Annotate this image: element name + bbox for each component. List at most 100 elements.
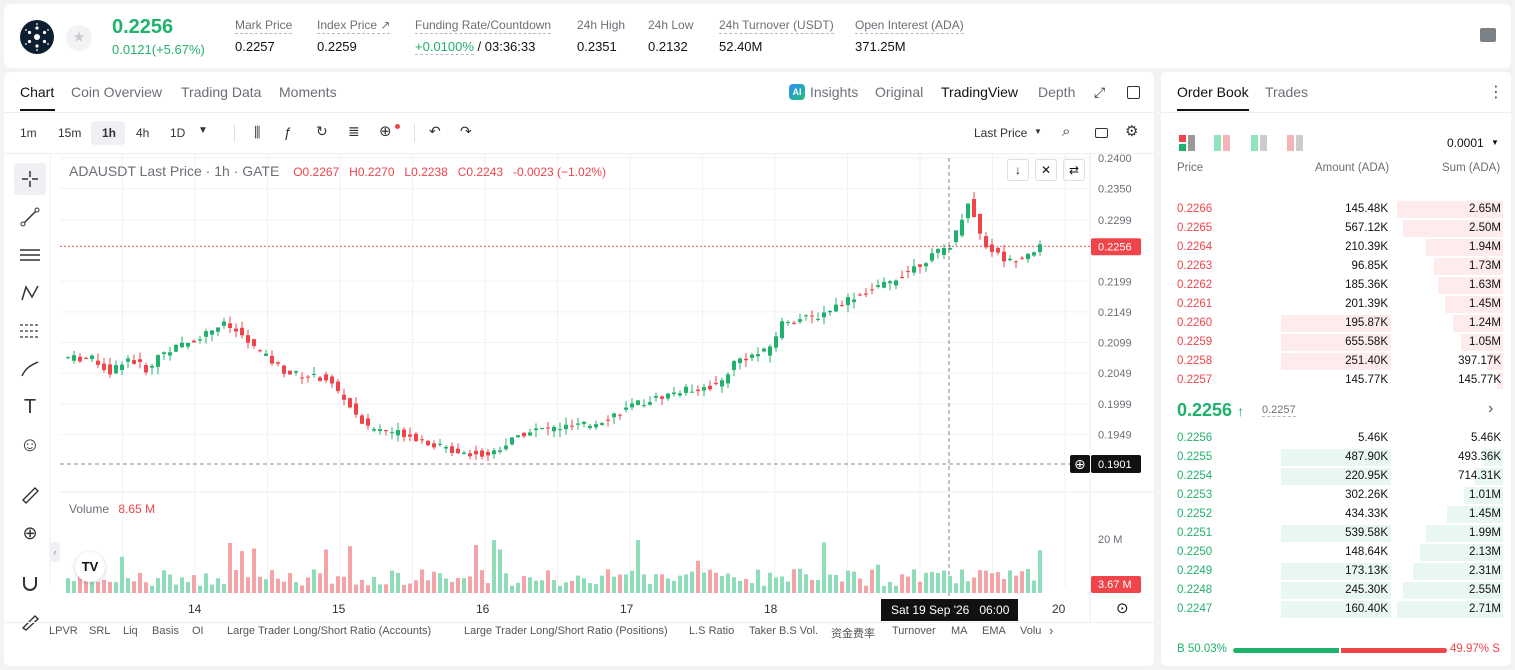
- interval-15m[interactable]: 15m: [58, 126, 82, 140]
- indicator-turnover[interactable]: Turnover: [892, 625, 936, 637]
- camera-icon[interactable]: [1095, 128, 1108, 138]
- tab-tradingview[interactable]: TradingView: [941, 84, 1019, 100]
- precision-select[interactable]: 0.0001: [1447, 136, 1484, 150]
- volume-bar: [342, 576, 346, 593]
- tab-trading-data[interactable]: Trading Data: [181, 84, 262, 100]
- tab-moments[interactable]: Moments: [279, 84, 337, 100]
- undo-icon[interactable]: ↶: [429, 123, 441, 139]
- bid-row[interactable]: 0.2254 220.95K 714.31K: [1161, 467, 1511, 486]
- bid-row[interactable]: 0.2249 173.13K 2.31M: [1161, 562, 1511, 581]
- ask-row[interactable]: 0.2265 567.12K 2.50M: [1161, 219, 1511, 238]
- template-icon[interactable]: ≣: [348, 123, 360, 139]
- view-asks-icon[interactable]: [1287, 135, 1303, 154]
- tab-coin-overview[interactable]: Coin Overview: [71, 84, 163, 100]
- favorite-star-icon[interactable]: ★: [66, 25, 92, 51]
- book-icon[interactable]: [1480, 28, 1496, 42]
- tab-chart[interactable]: Chart: [20, 84, 55, 100]
- chevron-right-icon[interactable]: ›: [1049, 623, 1054, 638]
- ask-row[interactable]: 0.2263 96.85K 1.73M: [1161, 257, 1511, 276]
- indicator-volume[interactable]: Volu: [1020, 625, 1042, 637]
- chevron-down-icon[interactable]: ▼: [1491, 138, 1499, 147]
- candles-icon[interactable]: ⫼: [254, 124, 261, 140]
- indicator-taker-vol[interactable]: Taker B.S Vol.: [749, 625, 819, 637]
- price-chart[interactable]: 0.2400 0.2350 0.2299 0.2199 0.2149 0.2099 0.20…: [4, 72, 1154, 666]
- tab-original[interactable]: Original: [875, 84, 924, 100]
- zoom-in-icon[interactable]: ⊕: [22, 522, 38, 543]
- indicator-ls-ratio[interactable]: L.S Ratio: [689, 625, 735, 637]
- interval-1h[interactable]: 1h: [102, 126, 117, 140]
- redo-icon[interactable]: ↷: [460, 123, 472, 139]
- pattern-icon[interactable]: [14, 277, 46, 309]
- tab-insights[interactable]: Insights: [810, 84, 859, 100]
- ask-row[interactable]: 0.2266 145.48K 2.65M: [1161, 200, 1511, 219]
- bid-row[interactable]: 0.2253 302.26K 1.01M: [1161, 486, 1511, 505]
- bid-row[interactable]: 0.2252 434.33K 1.45M: [1161, 505, 1511, 524]
- bid-row[interactable]: 0.2247 160.40K 2.71M: [1161, 600, 1511, 619]
- volume-bar: [234, 569, 238, 593]
- alert-add-icon[interactable]: ⊕: [379, 123, 392, 140]
- expand-icon[interactable]: ⤢: [1094, 84, 1106, 100]
- volume-bar: [882, 585, 886, 593]
- interval-1m[interactable]: 1m: [20, 126, 37, 140]
- horizontal-lines-icon[interactable]: [14, 239, 46, 271]
- bid-row[interactable]: 0.2250 148.64K 2.13M: [1161, 543, 1511, 562]
- volume-bar: [366, 585, 370, 593]
- indicator-funding-rate[interactable]: 资金费率: [831, 628, 875, 640]
- ask-row[interactable]: 0.2261 201.39K 1.45M: [1161, 295, 1511, 314]
- indicator-basis[interactable]: Basis: [152, 625, 179, 637]
- bid-row[interactable]: 0.2248 245.30K 2.55M: [1161, 581, 1511, 600]
- ask-row[interactable]: 0.2257 145.77K 145.77K: [1161, 371, 1511, 390]
- candle-body: [72, 355, 76, 361]
- magnet-icon[interactable]: [14, 567, 46, 599]
- view-bids-icon[interactable]: [1251, 135, 1267, 154]
- view-both-icon[interactable]: [1179, 135, 1195, 154]
- more-options-icon[interactable]: ⋮: [1488, 84, 1504, 101]
- search-icon[interactable]: ⌕: [1062, 123, 1071, 140]
- chevron-right-icon[interactable]: ›: [1488, 400, 1494, 417]
- scale-settings-icon[interactable]: ⊙: [1116, 600, 1129, 617]
- ask-row[interactable]: 0.2262 185.36K 1.63M: [1161, 276, 1511, 295]
- interval-1d[interactable]: 1D: [170, 126, 186, 140]
- chevron-down-icon[interactable]: ▼: [198, 125, 208, 136]
- tradingview-logo[interactable]: TV: [75, 552, 105, 582]
- indicator-srl[interactable]: SRL: [89, 625, 111, 637]
- indicator-ma[interactable]: MA: [951, 625, 968, 637]
- chevron-down-icon[interactable]: ▼: [1034, 127, 1042, 136]
- text-tool-icon[interactable]: T: [23, 395, 37, 418]
- price-type-select[interactable]: Last Price: [974, 126, 1028, 140]
- bid-row[interactable]: 0.2256 5.46K 5.46K: [1161, 429, 1511, 448]
- tab-depth[interactable]: Depth: [1038, 84, 1076, 100]
- indicator-ema[interactable]: EMA: [982, 625, 1006, 637]
- settings-gear-icon[interactable]: ⚙: [1125, 123, 1139, 140]
- crosshair-icon[interactable]: [14, 163, 46, 195]
- indicator-lpvr[interactable]: LPVR: [49, 625, 78, 637]
- indicator-large-trader-positions[interactable]: Large Trader Long/Short Ratio (Positions…: [464, 625, 668, 637]
- fib-icon[interactable]: [14, 315, 46, 347]
- arrow-down-icon[interactable]: ↓: [1007, 159, 1029, 181]
- bid-row[interactable]: 0.2255 487.90K 493.36K: [1161, 448, 1511, 467]
- indicator-liq[interactable]: Liq: [123, 625, 138, 637]
- emoji-icon[interactable]: ☺: [19, 433, 41, 456]
- indicator-large-trader-accounts[interactable]: Large Trader Long/Short Ratio (Accounts): [227, 625, 432, 637]
- indicator-oi[interactable]: OI: [192, 625, 204, 637]
- ask-row[interactable]: 0.2260 195.87K 1.24M: [1161, 314, 1511, 333]
- bid-row[interactable]: 0.2251 539.58K 1.99M: [1161, 524, 1511, 543]
- ask-row[interactable]: 0.2258 251.40K 397.17K: [1161, 352, 1511, 371]
- collapse-toolbar-handle[interactable]: ‹: [50, 542, 60, 562]
- stat-index-price[interactable]: Index Price ↗ 0.2259: [317, 18, 391, 54]
- interval-4h[interactable]: 4h: [136, 126, 150, 140]
- tab-trades[interactable]: Trades: [1265, 84, 1309, 100]
- view-mixed-icon[interactable]: [1214, 135, 1230, 154]
- indicators-icon[interactable]: ƒ: [284, 124, 292, 140]
- replay-icon[interactable]: ↻: [316, 123, 328, 139]
- ask-row[interactable]: 0.2264 210.39K 1.94M: [1161, 238, 1511, 257]
- ruler-icon[interactable]: [14, 479, 46, 511]
- tab-order-book[interactable]: Order Book: [1177, 84, 1249, 100]
- lock-drawing-icon[interactable]: [14, 605, 46, 637]
- brush-icon[interactable]: [14, 353, 46, 385]
- swap-icon[interactable]: ⇄: [1063, 159, 1085, 181]
- window-icon[interactable]: [1127, 86, 1140, 99]
- ask-row[interactable]: 0.2259 655.58K 1.05M: [1161, 333, 1511, 352]
- trendline-icon[interactable]: [14, 201, 46, 233]
- collapse-icon[interactable]: ✕: [1035, 159, 1057, 181]
